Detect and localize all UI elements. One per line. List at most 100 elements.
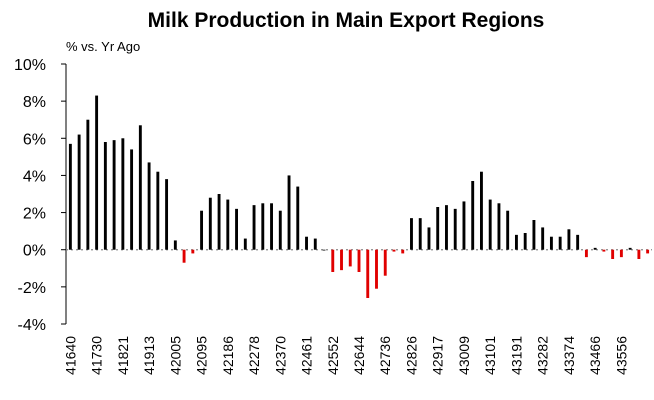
- bar: [243, 238, 247, 250]
- bar: [418, 218, 422, 250]
- x-tick-label: 42826: [403, 336, 419, 375]
- bar: [208, 197, 212, 250]
- x-tick-label: 42186: [220, 336, 236, 375]
- y-axis: -4% -2% 0% 2% 4% 6% 8% 10%: [14, 57, 652, 334]
- bar: [549, 236, 553, 250]
- bar: [532, 220, 536, 250]
- y-tick-label: 4%: [23, 168, 46, 185]
- y-tick-label: 10%: [14, 57, 46, 74]
- y-tick-label: 2%: [23, 206, 46, 223]
- x-tick-label: 42461: [299, 336, 315, 375]
- bar: [506, 210, 510, 250]
- bar: [584, 249, 588, 258]
- bar: [147, 162, 151, 250]
- bar: [593, 247, 597, 250]
- bar: [103, 142, 107, 250]
- bar: [182, 249, 186, 263]
- bar: [357, 249, 361, 272]
- bar: [226, 199, 230, 250]
- bar: [130, 149, 134, 250]
- bar: [462, 201, 466, 250]
- y-tick-label: -2%: [18, 280, 46, 297]
- bar: [366, 249, 370, 298]
- x-tick-label: 42552: [325, 336, 341, 375]
- bar: [558, 236, 562, 250]
- bar: [514, 234, 518, 250]
- bar: [392, 249, 396, 252]
- x-tick-label: 43009: [456, 336, 472, 375]
- bar: [173, 240, 177, 250]
- bar: [375, 249, 378, 289]
- x-tick-label: 42095: [194, 336, 210, 375]
- bar: [156, 171, 160, 250]
- bar: [252, 205, 256, 250]
- x-tick-label: 41913: [141, 336, 157, 375]
- bar: [480, 171, 483, 250]
- x-tick-label: 41640: [62, 336, 78, 375]
- bar: [348, 249, 352, 267]
- bar: [541, 227, 545, 250]
- bar: [138, 125, 142, 250]
- bar: [383, 249, 387, 276]
- bar: [331, 249, 335, 272]
- bar: [313, 238, 317, 250]
- y-tick-label: 0%: [23, 243, 46, 260]
- x-tick-label: 42644: [351, 336, 367, 375]
- bar: [270, 203, 273, 250]
- x-tick-label: 43466: [587, 336, 603, 375]
- x-tick-label: 43191: [508, 336, 524, 375]
- bar: [121, 138, 125, 250]
- bars-group: [68, 95, 650, 298]
- bar: [200, 210, 204, 250]
- x-tick-label: 43556: [613, 336, 629, 375]
- bar: [165, 179, 169, 250]
- y-axis-unit-label: % vs. Yr Ago: [66, 39, 140, 54]
- bar: [576, 234, 580, 250]
- bar: [646, 249, 650, 254]
- chart-title: Milk Production in Main Export Regions: [148, 9, 545, 32]
- bar: [296, 186, 300, 250]
- y-tick-label: 6%: [23, 131, 46, 148]
- bar: [278, 210, 282, 250]
- x-tick-label: 42736: [377, 336, 393, 375]
- bar: [445, 205, 448, 250]
- y-tick-label: -4%: [18, 317, 46, 334]
- bar: [611, 249, 615, 259]
- bar: [637, 249, 641, 259]
- x-tick-label: 42370: [272, 336, 288, 375]
- y-tick-label: 8%: [23, 94, 46, 111]
- bar: [235, 208, 238, 250]
- bar: [410, 218, 413, 250]
- x-tick-label: 42005: [167, 336, 183, 375]
- x-axis: 41640 41730 41821 41913 42005 42095 42186 42278…: [62, 336, 629, 375]
- bar: [427, 227, 431, 250]
- bar: [401, 249, 405, 254]
- bar: [261, 203, 265, 250]
- bar: [497, 203, 501, 250]
- x-tick-label: 43101: [482, 336, 498, 375]
- bar: [471, 181, 475, 250]
- x-tick-label: 41821: [115, 336, 131, 375]
- bar: [567, 229, 571, 250]
- x-tick-label: 43374: [561, 336, 577, 375]
- bar: [523, 233, 527, 250]
- bar: [619, 249, 623, 258]
- bar: [68, 143, 72, 250]
- bar: [305, 236, 308, 250]
- bar: [191, 249, 195, 254]
- bar: [86, 119, 90, 250]
- bar: [95, 95, 99, 250]
- bar: [112, 140, 116, 250]
- bar: [602, 249, 606, 252]
- bar: [340, 249, 343, 271]
- x-tick-label: 41730: [89, 336, 105, 375]
- bar: [628, 247, 632, 250]
- x-tick-label: 42917: [430, 336, 446, 375]
- bar: [217, 194, 221, 250]
- bar: [436, 207, 440, 250]
- bar: [77, 134, 81, 250]
- bar: [322, 249, 326, 251]
- bar: [453, 208, 457, 250]
- bar: [287, 175, 291, 250]
